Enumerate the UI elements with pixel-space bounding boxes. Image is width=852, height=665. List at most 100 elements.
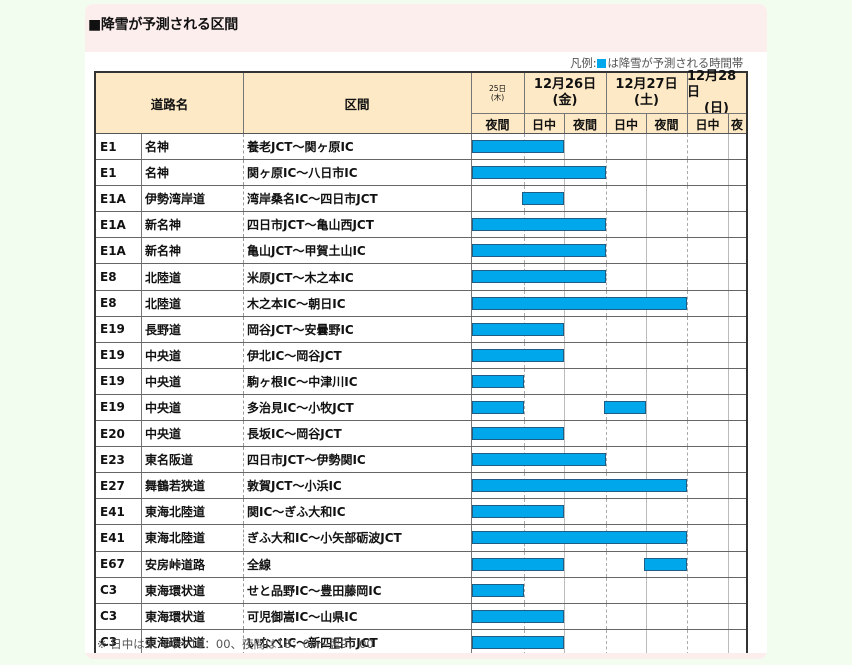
day-date: 12月27日 [615, 77, 678, 92]
road-code: E19 [100, 348, 125, 363]
grid-line [606, 551, 607, 577]
snow-period-bar [472, 244, 606, 258]
grid-line [564, 421, 565, 447]
section-name: いなべIC～新四日市JCT [247, 635, 378, 650]
column-divider [471, 238, 472, 264]
road-code: E19 [100, 400, 125, 415]
grid-line [646, 368, 647, 394]
legend-prefix: 凡例: [570, 56, 597, 70]
grid-line [564, 186, 565, 212]
road-name: 新名神 [145, 218, 182, 233]
table-row: E41 東海北陸道 ぎふ大和IC～小矢部砺波JCT [96, 525, 746, 552]
section-name: 湾岸桑名IC～四日市JCT [247, 192, 378, 207]
grid-line [646, 577, 647, 603]
grid-line [646, 603, 647, 629]
column-divider [141, 551, 142, 577]
header-day: 12月26日 (金) [524, 73, 606, 113]
snow-period-bar [472, 505, 564, 519]
snow-period-bar [472, 453, 606, 467]
header-divider [243, 73, 244, 133]
column-divider [243, 394, 244, 421]
grid-line [606, 577, 607, 603]
grid-line [728, 342, 729, 368]
column-divider [141, 342, 142, 368]
column-divider [471, 577, 472, 603]
road-name: 新名神 [145, 244, 182, 259]
grid-line [728, 447, 729, 473]
grid-line [606, 238, 607, 264]
road-code: E27 [100, 478, 125, 493]
grid-line [646, 394, 647, 421]
grid-line [687, 603, 688, 629]
grid-line [646, 447, 647, 473]
road-name: 長野道 [145, 322, 182, 337]
snow-period-bar [472, 322, 564, 336]
grid-line [728, 368, 729, 394]
column-divider [141, 186, 142, 212]
column-divider [243, 447, 244, 473]
road-code: E23 [100, 452, 125, 467]
grid-line [606, 421, 607, 447]
table-row: E1 名神 関ヶ原IC～八日市IC [96, 160, 746, 187]
road-name: 名神 [145, 140, 170, 155]
grid-line [606, 603, 607, 629]
section-name: 養老JCT～関ヶ原IC [247, 140, 354, 155]
road-name: 北陸道 [145, 296, 182, 311]
grid-line [687, 134, 688, 160]
header-divider [471, 73, 472, 133]
section-name: 四日市JCT～亀山西JCT [247, 218, 374, 233]
road-name: 北陸道 [145, 270, 182, 285]
grid-line [728, 499, 729, 525]
header-day: 12月28日 (日) [687, 69, 746, 116]
grid-line [646, 160, 647, 186]
table-row: E1A 伊勢湾岸道 湾岸桑名IC～四日市JCT [96, 186, 746, 213]
column-divider [243, 290, 244, 316]
header-road-name: 道路名 [150, 96, 189, 112]
road-code: C3 [100, 583, 118, 598]
column-divider [141, 394, 142, 421]
header-slot: 夜 [728, 113, 746, 134]
grid-line [728, 160, 729, 186]
grid-line [606, 447, 607, 473]
table-row: E8 北陸道 米原JCT～木之本IC [96, 264, 746, 291]
day-weekday: (土) [634, 93, 659, 108]
slot-divider [646, 113, 647, 133]
snow-period-bar [472, 583, 524, 597]
day-weekday: (木) [490, 93, 505, 102]
grid-line [687, 577, 688, 603]
road-name: 東海北陸道 [145, 505, 206, 520]
road-code: C3 [100, 609, 118, 624]
grid-line [646, 134, 647, 160]
snow-period-bar [472, 218, 606, 232]
grid-line [646, 264, 647, 290]
road-code: C3 [100, 635, 118, 650]
header-slot: 夜間 [564, 113, 606, 134]
column-divider [243, 551, 244, 577]
column-divider [471, 160, 472, 186]
grid-line [687, 473, 688, 499]
grid-line [606, 629, 607, 655]
column-divider [471, 499, 472, 525]
grid-line [564, 368, 565, 394]
table-row: E8 北陸道 木之本IC～朝日IC [96, 290, 746, 317]
grid-line [687, 629, 688, 655]
column-divider [471, 186, 472, 212]
footnote: ※ 日中は9：00～18：00、夜間は18：00～翌9：00 [97, 637, 374, 651]
column-divider [141, 473, 142, 499]
section-name: 関ヶ原IC～八日市IC [247, 166, 358, 181]
column-divider [243, 421, 244, 447]
grid-line [728, 212, 729, 238]
snow-period-bar [472, 557, 564, 571]
grid-line [728, 421, 729, 447]
grid-line [606, 160, 607, 186]
grid-line [606, 212, 607, 238]
table-row: C3 東海環状道 可児御嵩IC～山県IC [96, 603, 746, 630]
snow-period-bar [472, 374, 524, 388]
road-code: E41 [100, 504, 125, 519]
snow-period-bar [472, 140, 564, 153]
day-date: 12月26日 [533, 77, 597, 92]
header-day: 25日 (木) [471, 73, 524, 113]
column-divider [141, 134, 142, 160]
table-row: E19 中央道 伊北IC～岡谷JCT [96, 342, 746, 369]
column-divider [471, 603, 472, 629]
